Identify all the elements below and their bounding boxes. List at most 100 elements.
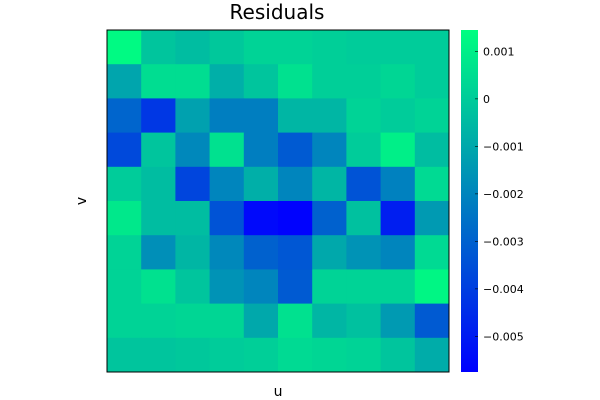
heatmap-cell	[380, 132, 416, 168]
heatmap-cell	[278, 166, 313, 202]
heatmap-cell	[346, 166, 382, 202]
heatmap-cell	[209, 166, 245, 202]
heatmap-cell	[346, 64, 382, 99]
heatmap-cell	[312, 30, 347, 65]
heatmap-cell	[141, 201, 176, 236]
heatmap-cell	[380, 98, 416, 134]
heatmap-cell	[312, 64, 347, 99]
heatmap-cell	[175, 235, 211, 270]
heatmap-cell	[414, 303, 450, 339]
chart-title: Residuals	[230, 0, 325, 24]
heatmap-cell	[414, 201, 450, 236]
heatmap-cells	[107, 30, 450, 373]
heatmap-cell	[141, 337, 176, 373]
heatmap-cell	[380, 166, 416, 202]
heatmap-cell	[141, 64, 176, 99]
heatmap-cell	[243, 201, 279, 236]
heatmap-cell	[278, 64, 313, 99]
heatmap-cell	[209, 98, 245, 134]
colorbar-tick-label: −0.004	[483, 283, 524, 296]
heatmap-cell	[414, 98, 450, 134]
heatmap-cell	[380, 303, 416, 339]
heatmap-cell	[107, 166, 142, 202]
heatmap-cell	[346, 132, 382, 168]
heatmap-cell	[141, 269, 176, 305]
colorbar-tick-label: −0.001	[483, 140, 524, 153]
heatmap-cell	[278, 201, 313, 236]
heatmap-cell	[209, 303, 245, 339]
heatmap-cell	[380, 269, 416, 305]
heatmap-cell	[141, 303, 176, 339]
heatmap-cell	[380, 201, 416, 236]
heatmap-cell	[141, 132, 176, 168]
heatmap-cell	[312, 201, 347, 236]
heatmap-cell	[312, 235, 347, 270]
colorbar-tick-label: −0.005	[483, 330, 524, 343]
heatmap-cell	[243, 337, 279, 373]
heatmap-cell	[175, 337, 211, 373]
heatmap-cell	[107, 269, 142, 305]
heatmap-cell	[243, 269, 279, 305]
heatmap-cell	[278, 303, 313, 339]
colorbar: 0.001 0 −0.001 −0.002 −0.003 −0.004 −0.005	[461, 30, 524, 372]
x-axis-label: u	[274, 384, 283, 400]
heatmap-cell	[414, 132, 450, 168]
heatmap-cell	[107, 132, 142, 168]
heatmap-cell	[380, 235, 416, 270]
heatmap-cell	[380, 337, 416, 373]
heatmap-cell	[380, 64, 416, 99]
heatmap-cell	[243, 303, 279, 339]
heatmap-cell	[175, 64, 211, 99]
heatmap-cell	[175, 303, 211, 339]
heatmap-cell	[175, 30, 211, 65]
heatmap-cell	[175, 132, 211, 168]
heatmap-cell	[175, 98, 211, 134]
heatmap-cell	[175, 201, 211, 236]
heatmap-cell	[380, 30, 416, 65]
heatmap-cell	[243, 166, 279, 202]
heatmap-cell	[107, 201, 142, 236]
colorbar-tick-label: −0.002	[483, 188, 524, 201]
heatmap-cell	[312, 98, 347, 134]
heatmap-cell	[141, 166, 176, 202]
heatmap-cell	[209, 30, 245, 65]
heatmap-cell	[141, 98, 176, 134]
heatmap-cell	[278, 337, 313, 373]
heatmap-cell	[312, 269, 347, 305]
heatmap-cell	[107, 337, 142, 373]
heatmap-cell	[107, 235, 142, 270]
plot-frame	[106, 29, 450, 373]
heatmap-cell	[243, 132, 279, 168]
heatmap-cell	[243, 98, 279, 134]
colorbar-tick-label: −0.003	[483, 235, 524, 248]
heatmap-cell	[414, 337, 450, 373]
heatmap-cell	[175, 269, 211, 305]
heatmap-cell	[346, 303, 382, 339]
heatmap-cell	[414, 235, 450, 270]
heatmap-cell	[346, 235, 382, 270]
heatmap-cell	[414, 269, 450, 305]
heatmap-cell	[209, 235, 245, 270]
heatmap-cell	[414, 64, 450, 99]
heatmap-cell	[209, 132, 245, 168]
heatmap-cell	[209, 269, 245, 305]
heatmap-cell	[209, 201, 245, 236]
heatmap-cell	[278, 235, 313, 270]
heatmap-cell	[414, 166, 450, 202]
heatmap-cell	[312, 337, 347, 373]
heatmap-cell	[312, 303, 347, 339]
heatmap-cell	[141, 235, 176, 270]
heatmap-cell	[243, 30, 279, 65]
heatmap-cell	[278, 30, 313, 65]
colorbar-gradient	[461, 30, 478, 372]
heatmap-cell	[243, 235, 279, 270]
heatmap-cell	[346, 269, 382, 305]
colorbar-tick-label: 0	[483, 93, 490, 106]
heatmap-cell	[141, 30, 176, 65]
y-axis-label: v	[74, 197, 90, 205]
heatmap-cell	[107, 98, 142, 134]
heatmap-cell	[312, 132, 347, 168]
colorbar-tick-label: 0.001	[483, 45, 515, 58]
heatmap-cell	[346, 98, 382, 134]
heatmap-cell	[107, 30, 142, 65]
